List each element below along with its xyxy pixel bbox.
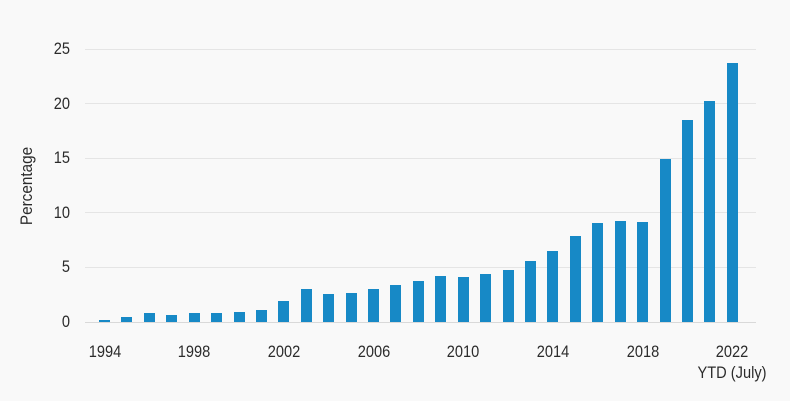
bar-2013	[524, 260, 536, 322]
x-tick-label-1994: 1994	[88, 342, 121, 361]
bar-2010	[457, 277, 469, 322]
y-tick-label-10: 10	[53, 202, 70, 222]
bar-2003	[300, 289, 312, 322]
y-tick-label-25: 25	[53, 39, 70, 59]
x-tick-label-2022: 2022	[715, 342, 749, 361]
bar-2007	[390, 284, 402, 322]
x-tick-label-2002: 2002	[267, 342, 301, 361]
gridline-y-10	[85, 212, 756, 214]
bar-2006	[368, 289, 380, 322]
x-tick-label-2014: 2014	[536, 342, 570, 361]
x-tick-label-2010: 2010	[446, 342, 480, 361]
y-tick-label-0: 0	[61, 312, 70, 331]
bar-2015	[569, 235, 581, 322]
bar-1996	[143, 313, 155, 322]
bar-2004	[323, 293, 335, 322]
bar-2020	[681, 120, 693, 322]
bar-2017	[614, 220, 626, 322]
bar-2021	[704, 100, 716, 322]
bar-2005	[345, 292, 357, 322]
bar-2011	[480, 273, 492, 322]
gridline-y-25	[85, 48, 756, 50]
bar-2018	[637, 221, 649, 322]
x-tick-label-1998: 1998	[177, 342, 211, 361]
bar-2001	[255, 309, 267, 322]
gridline-y-15	[85, 157, 756, 159]
gridline-y-0	[85, 321, 756, 323]
gridline-y-20	[85, 103, 756, 105]
bar-1995	[121, 316, 133, 322]
bar-1998	[188, 313, 200, 322]
bar-2008	[412, 280, 424, 322]
bar-2012	[502, 269, 514, 322]
bar-2000	[233, 312, 245, 322]
y-tick-label-15: 15	[53, 148, 70, 168]
y-tick-label-20: 20	[53, 93, 70, 113]
bar-1997	[166, 315, 178, 322]
bar-1999	[211, 313, 223, 322]
x-tick-label-2006: 2006	[357, 342, 390, 361]
gridline-y-5	[85, 266, 756, 268]
bar-1994	[99, 319, 110, 322]
x-axis-note: YTD (July)	[697, 363, 767, 382]
bar-2014	[547, 251, 559, 322]
bar-2019	[659, 159, 671, 322]
bar-2022	[726, 63, 738, 322]
x-tick-label-2018: 2018	[626, 342, 659, 361]
y-axis-title: Percentage	[17, 146, 36, 226]
y-tick-label-5: 5	[61, 257, 70, 277]
bar-2016	[592, 222, 604, 322]
bar-2009	[435, 276, 447, 322]
bar-2002	[278, 301, 290, 322]
